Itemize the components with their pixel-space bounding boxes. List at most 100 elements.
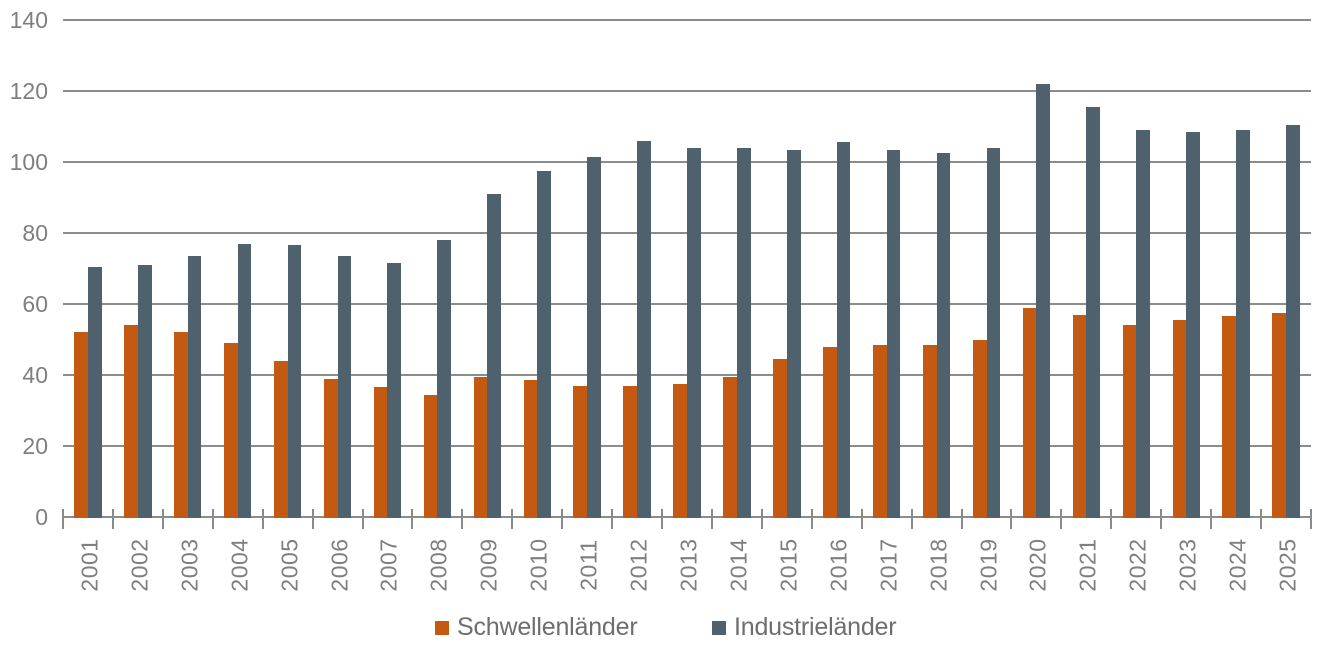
bar-industriel-nder-2021 <box>1086 106 1101 518</box>
bar-industriel-nder-2015 <box>786 149 801 518</box>
x-axis-label-2012: 2012 <box>625 538 652 592</box>
x-axis-tick-2 <box>161 509 164 529</box>
bar-schwellenl-nder-2008 <box>423 394 438 518</box>
bar-schwellenl-nder-2018 <box>922 344 937 518</box>
x-axis-tick-8 <box>461 509 464 529</box>
bar-industriel-nder-2011 <box>587 156 601 518</box>
x-axis-label-2009: 2009 <box>475 538 502 592</box>
x-axis-label-2024: 2024 <box>1224 538 1251 592</box>
bar-schwellenl-nder-2001 <box>74 332 88 518</box>
y-axis-label-100: 100 <box>9 149 48 175</box>
legend-swatch-schwellenlaender <box>435 620 449 635</box>
x-axis-tick-3 <box>211 509 214 529</box>
bar-industriel-nder-2005 <box>287 245 302 518</box>
bar-industriel-nder-2013 <box>687 147 701 518</box>
x-axis-label-2018: 2018 <box>925 538 952 592</box>
x-axis-tick-17 <box>910 509 913 529</box>
bar-industriel-nder-2006 <box>337 256 352 518</box>
bar-industriel-nder-2007 <box>387 263 402 518</box>
gridline-y-140 <box>63 19 1311 21</box>
x-axis-tick-1 <box>111 509 114 529</box>
bar-industriel-nder-2020 <box>1036 83 1051 518</box>
bar-schwellenl-nder-2022 <box>1122 325 1137 518</box>
x-axis-tick-12 <box>661 509 664 529</box>
bar-schwellenl-nder-2019 <box>972 339 987 518</box>
legend-swatch-industrielaender <box>712 620 726 635</box>
x-axis-tick-19 <box>1010 509 1013 529</box>
x-axis-tick-9 <box>511 509 514 529</box>
x-axis-label-2007: 2007 <box>375 538 402 592</box>
bar-schwellenl-nder-2016 <box>823 346 837 518</box>
bar-schwellenl-nder-2007 <box>373 387 388 518</box>
bar-industriel-nder-2017 <box>886 149 901 518</box>
x-axis-label-2008: 2008 <box>425 538 452 592</box>
bar-industriel-nder-2025 <box>1286 124 1300 518</box>
x-axis-label-2025: 2025 <box>1274 538 1301 592</box>
x-axis-label-2023: 2023 <box>1174 538 1201 592</box>
x-axis-label-2016: 2016 <box>825 538 852 592</box>
y-axis-label-120: 120 <box>9 78 48 104</box>
x-axis-tick-25 <box>1310 509 1312 529</box>
x-axis-label-2011: 2011 <box>575 539 602 591</box>
x-axis-tick-20 <box>1060 509 1063 529</box>
bar-industriel-nder-2023 <box>1186 131 1200 518</box>
bar-schwellenl-nder-2024 <box>1222 316 1237 518</box>
x-axis-tick-11 <box>611 509 614 529</box>
x-axis-label-2014: 2014 <box>725 538 752 592</box>
bar-industriel-nder-2024 <box>1236 130 1250 518</box>
bar-schwellenl-nder-2014 <box>723 376 737 518</box>
gridline-y-120 <box>63 90 1311 92</box>
x-axis-label-2004: 2004 <box>226 538 253 592</box>
bar-industriel-nder-2016 <box>836 142 851 518</box>
bar-schwellenl-nder-2020 <box>1022 307 1037 518</box>
y-axis-label-80: 80 <box>22 220 48 246</box>
bar-industriel-nder-2001 <box>87 266 102 518</box>
bar-industriel-nder-2014 <box>736 147 751 518</box>
x-axis-label-2017: 2017 <box>875 538 902 592</box>
bar-industriel-nder-2008 <box>437 240 452 518</box>
x-axis-tick-15 <box>810 509 813 529</box>
bar-schwellenl-nder-2025 <box>1272 312 1287 518</box>
bar-industriel-nder-2022 <box>1136 130 1150 518</box>
x-axis-tick-24 <box>1260 509 1263 529</box>
x-axis-tick-7 <box>411 509 414 529</box>
x-axis-tick-13 <box>710 509 713 529</box>
x-axis-tick-21 <box>1110 509 1113 529</box>
bar-schwellenl-nder-2004 <box>224 343 238 518</box>
bar-schwellenl-nder-2006 <box>323 378 338 518</box>
x-axis-tick-18 <box>960 509 963 529</box>
bar-schwellenl-nder-2013 <box>673 383 687 518</box>
y-axis-label-0: 0 <box>35 504 48 530</box>
x-axis-label-2020: 2020 <box>1024 538 1051 592</box>
bar-schwellenl-nder-2010 <box>523 380 538 518</box>
bar-schwellenl-nder-2023 <box>1172 319 1187 518</box>
x-axis-label-2003: 2003 <box>176 538 203 592</box>
x-axis-tick-16 <box>860 509 863 529</box>
legend-item-industrielaender: Industrieländer <box>712 615 897 640</box>
bar-industriel-nder-2009 <box>487 193 501 518</box>
bar-industriel-nder-2010 <box>537 170 551 518</box>
x-axis-label-2015: 2015 <box>775 538 802 592</box>
x-axis-label-2006: 2006 <box>326 538 353 592</box>
bar-industriel-nder-2002 <box>137 264 152 518</box>
legend-label-schwellenlaender: Schwellenländer <box>457 613 638 641</box>
x-axis-tick-0 <box>62 509 64 529</box>
x-axis-label-2013: 2013 <box>675 538 702 592</box>
y-axis-label-40: 40 <box>22 362 48 388</box>
x-axis-label-2021: 2021 <box>1074 538 1101 592</box>
x-axis-label-2001: 2001 <box>76 538 103 592</box>
bar-schwellenl-nder-2012 <box>623 385 638 518</box>
x-axis-tick-10 <box>561 509 564 529</box>
x-axis-label-2022: 2022 <box>1124 538 1151 592</box>
y-axis-label-20: 20 <box>22 433 48 459</box>
bar-schwellenl-nder-2009 <box>473 376 488 518</box>
x-axis-label-2010: 2010 <box>525 538 552 592</box>
bar-schwellenl-nder-2015 <box>773 359 787 518</box>
x-axis-label-2002: 2002 <box>126 538 153 592</box>
x-axis-tick-6 <box>361 509 364 529</box>
x-axis-label-2019: 2019 <box>975 538 1002 592</box>
legend-item-schwellenlaender: Schwellenländer <box>435 613 638 641</box>
bar-industriel-nder-2004 <box>237 243 252 518</box>
x-axis-tick-22 <box>1160 509 1163 529</box>
